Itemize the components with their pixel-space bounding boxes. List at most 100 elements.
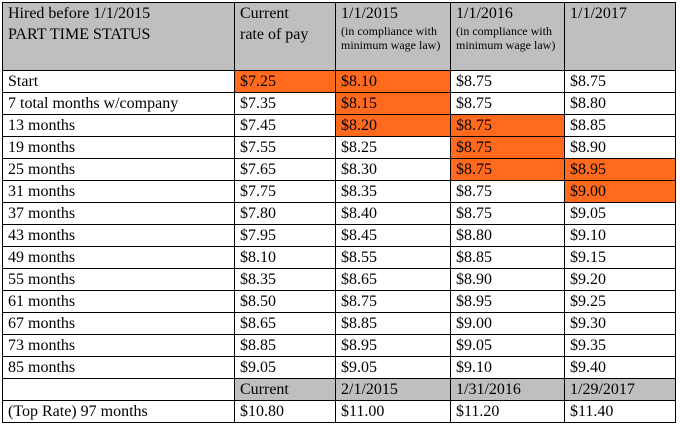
- rate-cell-y2015: $8.95: [335, 334, 451, 357]
- table-row: 49 months $8.10 $8.55 $8.85 $9.15: [2, 246, 676, 269]
- rate-cell-y2015: $8.40: [335, 202, 451, 225]
- row-label: 31 months: [2, 180, 235, 203]
- header-2015-title: 1/1/2015: [341, 5, 398, 22]
- table-row: 13 months $7.45 $8.20 $8.75 $8.85: [2, 114, 676, 137]
- rate-cell-y2015: $9.05: [335, 356, 451, 379]
- top-rate-row: (Top Rate) 97 months $10.80 $11.00 $11.20 $1…: [2, 400, 676, 423]
- rate-cell-current: $7.65: [234, 158, 336, 181]
- rate-cell-y2016: $8.75: [450, 158, 565, 181]
- rate-cell-current: $7.80: [234, 202, 336, 225]
- rate-cell-current: $7.95: [234, 224, 336, 247]
- header-current-line1: Current: [240, 5, 289, 22]
- header-2016-title: 1/1/2016: [456, 5, 513, 22]
- rate-cell-current: $9.05: [234, 356, 336, 379]
- rate-cell-y2017: $9.00: [564, 180, 676, 203]
- table-row: 31 months $7.75 $8.35 $8.75 $9.00: [2, 180, 676, 203]
- table-row: 55 months $8.35 $8.65 $8.90 $9.20: [2, 268, 676, 291]
- rate-cell-y2017: $9.35: [564, 334, 676, 357]
- top-rate-y2015: $11.00: [335, 400, 451, 423]
- rate-cell-y2016: $8.80: [450, 224, 565, 247]
- rate-cell-current: $7.75: [234, 180, 336, 203]
- row-label: 25 months: [2, 158, 235, 181]
- row-label: 61 months: [2, 290, 235, 313]
- rate-cell-y2016: $9.10: [450, 356, 565, 379]
- rate-cell-current: $7.55: [234, 136, 336, 159]
- rate-cell-y2015: $8.85: [335, 312, 451, 335]
- rate-cell-current: $8.10: [234, 246, 336, 269]
- rate-cell-y2016: $9.00: [450, 312, 565, 335]
- top-rate-label: (Top Rate) 97 months: [2, 400, 235, 423]
- top-rate-y2016: $11.20: [450, 400, 565, 423]
- rate-cell-current: $8.50: [234, 290, 336, 313]
- row-label: 73 months: [2, 334, 235, 357]
- rate-cell-current: $8.85: [234, 334, 336, 357]
- rate-cell-y2016: $9.05: [450, 334, 565, 357]
- table-row: 67 months $8.65 $8.85 $9.00 $9.30: [2, 312, 676, 335]
- row-label: 67 months: [2, 312, 235, 335]
- header-current-line2: rate of pay: [240, 26, 309, 43]
- top-rate-current: $10.80: [234, 400, 336, 423]
- top-rate-header-blank: [2, 378, 235, 401]
- rate-cell-y2017: $9.20: [564, 268, 676, 291]
- top-rate-y2017: $11.40: [564, 400, 676, 423]
- table-row: Start $7.25 $8.10 $8.75 $8.75: [2, 70, 676, 93]
- rate-cell-y2016: $8.75: [450, 202, 565, 225]
- header-status: Hired before 1/1/2015 PART TIME STATUS: [2, 2, 235, 71]
- pay-table-container: Hired before 1/1/2015 PART TIME STATUS C…: [2, 2, 676, 423]
- rate-cell-y2017: $9.05: [564, 202, 676, 225]
- row-label: 7 total months w/company: [2, 92, 235, 115]
- rate-cell-y2016: $8.75: [450, 180, 565, 203]
- rate-cell-y2017: $8.95: [564, 158, 676, 181]
- rate-cell-y2015: $8.25: [335, 136, 451, 159]
- table-row: 85 months $9.05 $9.05 $9.10 $9.40: [2, 356, 676, 379]
- top-rate-header-y2016: 1/31/2016: [450, 378, 565, 401]
- rate-cell-y2015: $8.55: [335, 246, 451, 269]
- row-label: 13 months: [2, 114, 235, 137]
- rate-cell-y2017: $9.10: [564, 224, 676, 247]
- rate-cell-y2015: $8.15: [335, 92, 451, 115]
- header-2017-title: 1/1/2017: [570, 5, 627, 22]
- header-2015-note: (in compliance with minimum wage law): [341, 24, 441, 52]
- rate-cell-y2016: $8.75: [450, 136, 565, 159]
- table-row: 37 months $7.80 $8.40 $8.75 $9.05: [2, 202, 676, 225]
- table-row: 73 months $8.85 $8.95 $9.05 $9.35: [2, 334, 676, 357]
- top-rate-header-row: Current 2/1/2015 1/31/2016 1/29/2017: [2, 378, 676, 401]
- rate-cell-current: $8.65: [234, 312, 336, 335]
- rate-cell-y2015: $8.45: [335, 224, 451, 247]
- rate-cell-y2016: $8.75: [450, 70, 565, 93]
- header-2016-note: (in compliance with minimum wage law): [456, 24, 556, 52]
- rate-cell-y2015: $8.20: [335, 114, 451, 137]
- row-label: Start: [2, 70, 235, 93]
- row-label: 37 months: [2, 202, 235, 225]
- rate-cell-y2017: $8.80: [564, 92, 676, 115]
- row-label: 85 months: [2, 356, 235, 379]
- rate-cell-y2016: $8.85: [450, 246, 565, 269]
- rate-cell-y2015: $8.65: [335, 268, 451, 291]
- header-status-line2: PART TIME STATUS: [8, 26, 151, 43]
- rate-cell-y2016: $8.75: [450, 114, 565, 137]
- row-label: 43 months: [2, 224, 235, 247]
- rate-cell-y2016: $8.90: [450, 268, 565, 291]
- rate-cell-y2017: $8.90: [564, 136, 676, 159]
- rate-cell-current: $7.35: [234, 92, 336, 115]
- rate-cell-y2016: $8.75: [450, 92, 565, 115]
- rate-cell-y2015: $8.30: [335, 158, 451, 181]
- rate-cell-y2017: $8.75: [564, 70, 676, 93]
- top-rate-header-y2015: 2/1/2015: [335, 378, 451, 401]
- header-2017: 1/1/2017: [564, 2, 676, 71]
- row-label: 19 months: [2, 136, 235, 159]
- header-current-rate: Current rate of pay: [234, 2, 336, 71]
- rate-cell-y2017: $8.85: [564, 114, 676, 137]
- rate-cell-y2015: $8.75: [335, 290, 451, 313]
- table-row: 43 months $7.95 $8.45 $8.80 $9.10: [2, 224, 676, 247]
- table-row: 25 months $7.65 $8.30 $8.75 $8.95: [2, 158, 676, 181]
- table-row: 61 months $8.50 $8.75 $8.95 $9.25: [2, 290, 676, 313]
- row-label: 49 months: [2, 246, 235, 269]
- pay-rate-table: Hired before 1/1/2015 PART TIME STATUS C…: [2, 2, 676, 423]
- rate-cell-y2015: $8.35: [335, 180, 451, 203]
- rate-cell-current: $7.45: [234, 114, 336, 137]
- header-2016: 1/1/2016 (in compliance with minimum wag…: [450, 2, 565, 71]
- rate-cell-y2017: $9.30: [564, 312, 676, 335]
- header-status-line1: Hired before 1/1/2015: [8, 5, 151, 22]
- rate-cell-y2017: $9.40: [564, 356, 676, 379]
